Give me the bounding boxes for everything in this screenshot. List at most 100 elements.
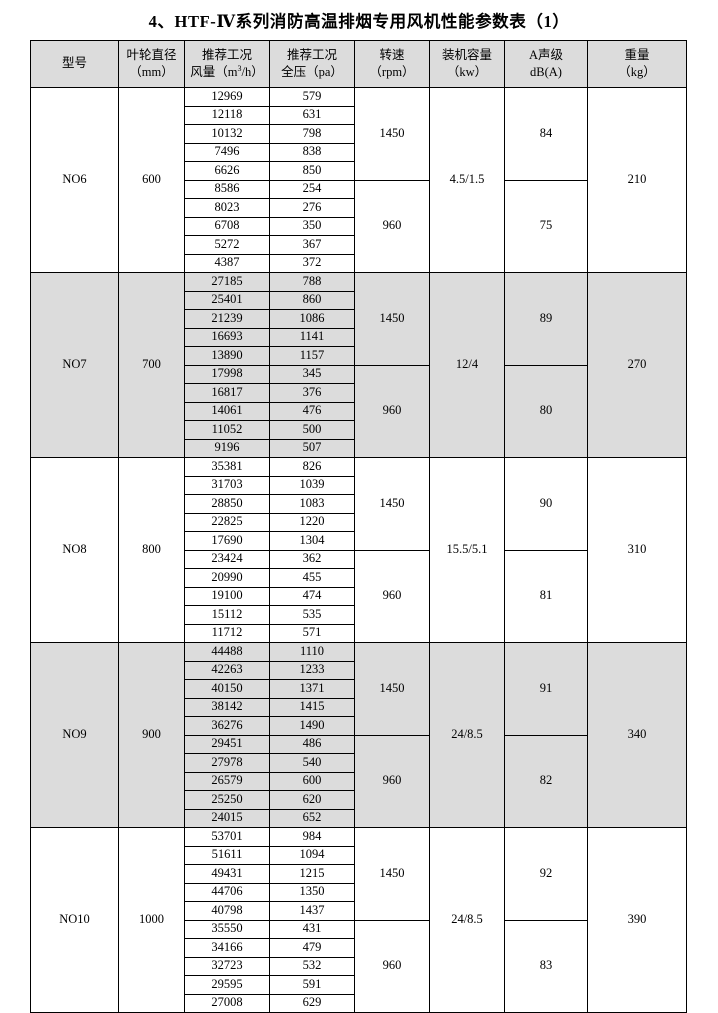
cell-model: NO6: [30, 87, 119, 273]
header-line-1: 叶轮直径: [126, 47, 177, 62]
cell-air-volume: 49431: [184, 864, 270, 884]
cell-air-volume: 15112: [184, 605, 270, 625]
cell-air-volume: 40150: [184, 679, 270, 699]
cell-air-volume: 20990: [184, 568, 270, 588]
cell-total-pressure: 479: [269, 938, 355, 958]
table-row: 19100 474: [31, 586, 687, 606]
cell-air-volume: 32723: [184, 956, 270, 976]
cell-air-volume: 9196: [184, 438, 270, 458]
header-line-2: dB(A): [530, 64, 562, 79]
cell-air-volume: 35381: [184, 457, 270, 477]
cell-total-pressure: 486: [269, 734, 355, 754]
cell-model: NO8: [30, 457, 119, 643]
table-row: 6626 850: [31, 161, 687, 181]
cell-total-pressure: 798: [269, 124, 355, 144]
cell-air-volume: 23424: [184, 549, 270, 569]
cell-total-pressure: 652: [269, 808, 355, 828]
cell-total-pressure: 476: [269, 401, 355, 421]
fan-performance-table: 型号 叶轮直径 （mm） 推荐工况 风量（m3/h） 推荐工况 全压（pa）: [30, 40, 687, 1013]
cell-a-sound-level: 81: [504, 549, 588, 643]
cell-rotation-speed: 1450: [354, 457, 430, 551]
table-row: 44706 1350: [31, 882, 687, 902]
column-header-impeller-diameter: 叶轮直径 （mm）: [118, 40, 185, 88]
cell-model: NO9: [30, 642, 119, 828]
cell-total-pressure: 372: [269, 253, 355, 273]
header-line-2: （kg）: [618, 64, 656, 79]
table-row: 16693 1141: [31, 327, 687, 347]
cell-model: NO7: [30, 272, 119, 458]
cell-installed-capacity: 12/4: [429, 272, 505, 458]
column-header-rotation-speed: 转速 （rpm）: [354, 40, 430, 88]
header-line-2: （kw）: [446, 64, 488, 79]
cell-total-pressure: 350: [269, 216, 355, 236]
cell-total-pressure: 1039: [269, 475, 355, 495]
table-row: 25401 860: [31, 290, 687, 310]
table-row: 22825 1220: [31, 512, 687, 532]
cell-air-volume: 44706: [184, 882, 270, 902]
cell-total-pressure: 1086: [269, 309, 355, 329]
table-row: 40798 1437: [31, 901, 687, 921]
cell-total-pressure: 1304: [269, 531, 355, 551]
cell-total-pressure: 788: [269, 272, 355, 292]
table-row: 26579 600: [31, 771, 687, 791]
column-header-air-volume: 推荐工况 风量（m3/h）: [184, 40, 270, 88]
cell-total-pressure: 367: [269, 235, 355, 255]
cell-total-pressure: 474: [269, 586, 355, 606]
table-row: NO10 1000 53701 984 1450 24/8.5 92 390: [30, 827, 687, 1013]
cell-total-pressure: 535: [269, 605, 355, 625]
table-row: 17690 1304: [31, 531, 687, 551]
cell-total-pressure: 540: [269, 753, 355, 773]
cell-air-volume: 31703: [184, 475, 270, 495]
cell-impeller-diameter: 800: [118, 457, 185, 643]
cell-impeller-diameter: 600: [118, 87, 185, 273]
cell-rotation-speed: 960: [354, 364, 430, 458]
cell-air-volume: 17690: [184, 531, 270, 551]
cell-total-pressure: 850: [269, 161, 355, 181]
cell-total-pressure: 571: [269, 623, 355, 643]
table-row: 15112 535: [31, 605, 687, 625]
cell-air-volume: 11712: [184, 623, 270, 643]
header-line-1: 型号: [61, 56, 87, 71]
cell-impeller-diameter: 900: [118, 642, 185, 828]
cell-rotation-speed: 960: [354, 734, 430, 828]
document-page: 4、HTF-Ⅳ系列消防高温排烟专用风机性能参数表（1） 型号 叶轮直径 （mm）: [30, 12, 687, 1013]
table-row: 29451 486 960 82: [31, 734, 687, 828]
cell-total-pressure: 345: [269, 364, 355, 384]
cell-total-pressure: 455: [269, 568, 355, 588]
table-row: 6708 350: [31, 216, 687, 236]
cell-total-pressure: 1094: [269, 845, 355, 865]
cell-rotation-speed: 1450: [354, 642, 430, 736]
cell-air-volume: 29595: [184, 975, 270, 995]
cell-air-volume: 19100: [184, 586, 270, 606]
table-row: NO8 800 35381 826 1450 15.5/5.1 90 310: [30, 457, 687, 643]
cell-total-pressure: 1350: [269, 882, 355, 902]
table-row: 5272 367: [31, 235, 687, 255]
table-row: 17998 345 960 80: [31, 364, 687, 458]
table-row: 28850 1083: [31, 494, 687, 514]
table-row: NO9 900 44488 1110 1450 24/8.5 91 340: [30, 642, 687, 828]
table-row: 10132 798: [31, 124, 687, 144]
cell-rotation-speed: 1450: [354, 272, 430, 366]
cell-total-pressure: 838: [269, 142, 355, 162]
cell-rotation-speed: 1450: [354, 827, 430, 921]
cell-total-pressure: 532: [269, 956, 355, 976]
cell-air-volume: 28850: [184, 494, 270, 514]
header-line-2: 全压（pa）: [281, 64, 343, 79]
table-row: NO7 700 27185 788 1450 12/4 89 270: [30, 272, 687, 458]
cell-air-volume: 27185: [184, 272, 270, 292]
cell-air-volume: 17998: [184, 364, 270, 384]
table-row: 8586 254 960 75: [31, 179, 687, 273]
cell-air-volume: 29451: [184, 734, 270, 754]
table-row: 49431 1215: [31, 864, 687, 884]
cell-air-volume: 51611: [184, 845, 270, 865]
cell-rotation-speed: 1450: [354, 87, 430, 181]
cell-installed-capacity: 4.5/1.5: [429, 87, 505, 273]
cell-air-volume: 8586: [184, 179, 270, 199]
cell-a-sound-level: 89: [504, 272, 588, 366]
cell-total-pressure: 431: [269, 919, 355, 939]
column-header-total-pressure: 推荐工况 全压（pa）: [269, 40, 355, 88]
cell-air-volume: 38142: [184, 697, 270, 717]
cell-air-volume: 10132: [184, 124, 270, 144]
header-line-1: 转速: [379, 47, 405, 62]
table-row: 11712 571: [31, 623, 687, 643]
